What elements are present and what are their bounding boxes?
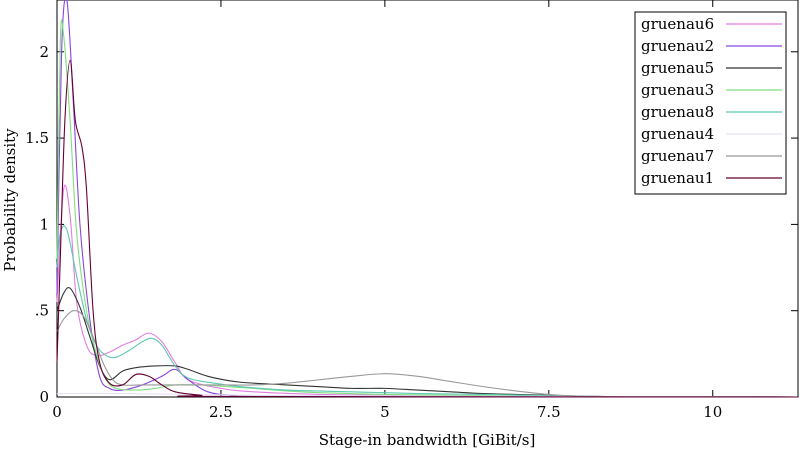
series-line-gruenau7 (56, 310, 799, 398)
legend-label-gruenau1: gruenau1 (641, 169, 714, 187)
x-tick-label: 0 (52, 403, 62, 421)
y-tick-label: 2 (39, 43, 49, 61)
x-tick-label: 7.5 (537, 403, 561, 421)
x-tick-label: 10 (703, 403, 722, 421)
series-lines (56, 0, 799, 398)
series-line-gruenau3 (56, 19, 799, 398)
x-axis-label: Stage-in bandwidth [GiBit/s] (319, 431, 536, 449)
series-line-gruenau1 (56, 59, 799, 398)
x-tick-label: 5 (380, 403, 390, 421)
y-tick-label: 0 (39, 388, 49, 406)
x-tick-label: 2.5 (209, 403, 233, 421)
series-line-gruenau8 (56, 225, 799, 398)
legend-label-gruenau3: gruenau3 (641, 81, 714, 99)
y-tick-label: 1 (39, 215, 49, 233)
legend-label-gruenau7: gruenau7 (641, 147, 714, 165)
legend-label-gruenau8: gruenau8 (641, 103, 714, 121)
legend-label-gruenau6: gruenau6 (641, 15, 714, 33)
y-tick-label: 1.5 (25, 129, 49, 147)
y-tick-label: .5 (35, 302, 49, 320)
legend: gruenau6 gruenau2 gruenau5 gruenau3 gruenau8… (634, 11, 787, 195)
legend-label-gruenau5: gruenau5 (641, 59, 714, 77)
y-axis-label: Probability density (1, 128, 19, 272)
legend-box (634, 11, 787, 195)
legend-label-gruenau2: gruenau2 (641, 37, 714, 55)
legend-label-gruenau4: gruenau4 (641, 125, 714, 143)
series-line-gruenau5 (56, 287, 799, 398)
